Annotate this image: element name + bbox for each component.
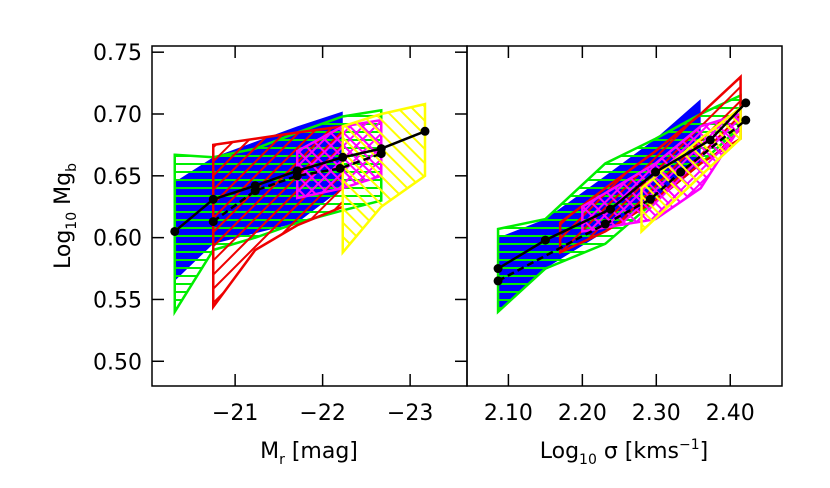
- x-label-sup: −1: [679, 437, 700, 453]
- y-label-sub: 10: [64, 212, 80, 230]
- band: [640, 105, 742, 235]
- data-point: [741, 98, 751, 108]
- x-tick-label: 2.20: [558, 401, 607, 426]
- data-point: [420, 126, 430, 136]
- y-axis-label: Log10 Mgb: [51, 163, 80, 269]
- data-point: [605, 204, 615, 214]
- band: [341, 102, 427, 256]
- data-point: [338, 152, 348, 162]
- series-line: [212, 152, 382, 223]
- x-label-part: σ [kms: [597, 439, 679, 464]
- x-label-part: M: [260, 439, 279, 464]
- y-tick-label: 0.60: [93, 227, 142, 252]
- data-point: [208, 217, 218, 227]
- data-point: [170, 226, 180, 236]
- data-point: [540, 235, 550, 245]
- x-tick-label: −22: [299, 401, 345, 426]
- series-line: [497, 102, 747, 270]
- x-label-part: ]: [700, 439, 709, 464]
- x-label-part: Log: [540, 439, 579, 464]
- data-point: [651, 167, 661, 177]
- data-point: [741, 115, 751, 125]
- data-point: [493, 264, 503, 274]
- x-label-sub: 10: [579, 452, 597, 468]
- x-label-part: [mag]: [285, 439, 358, 464]
- data-point: [645, 194, 655, 204]
- x-axis-label: Mr [mag]: [260, 439, 358, 468]
- data-point: [335, 163, 345, 173]
- y-label-sub: b: [64, 163, 80, 172]
- data-point: [250, 186, 260, 196]
- x-tick-label: 2.10: [484, 401, 533, 426]
- data-point: [493, 276, 503, 286]
- x-axis-label: Log10 σ [kms−1]: [540, 437, 709, 468]
- x-tick-label: −21: [212, 401, 258, 426]
- y-label-part: Mg: [51, 172, 76, 212]
- plot-area: [170, 102, 430, 317]
- y-label-part: Log: [51, 230, 76, 269]
- data-point: [376, 149, 386, 159]
- data-point: [676, 167, 686, 177]
- x-label-sub: r: [279, 452, 285, 468]
- y-tick-label: 0.55: [93, 288, 142, 313]
- data-point: [600, 219, 610, 229]
- x-tick-label: 2.40: [706, 401, 755, 426]
- data-point: [705, 135, 715, 145]
- y-tick-label: 0.65: [93, 165, 142, 190]
- series-line: [497, 119, 747, 283]
- y-tick-label: 0.75: [93, 41, 142, 66]
- panel-frame: [466, 45, 783, 387]
- x-tick-label: 2.30: [632, 401, 681, 426]
- plot-area: [493, 74, 751, 315]
- y-tick-label: 0.50: [93, 350, 142, 375]
- data-point: [292, 171, 302, 181]
- x-tick-label: −23: [387, 401, 433, 426]
- y-tick-label: 0.70: [93, 103, 142, 128]
- data-point: [208, 194, 218, 204]
